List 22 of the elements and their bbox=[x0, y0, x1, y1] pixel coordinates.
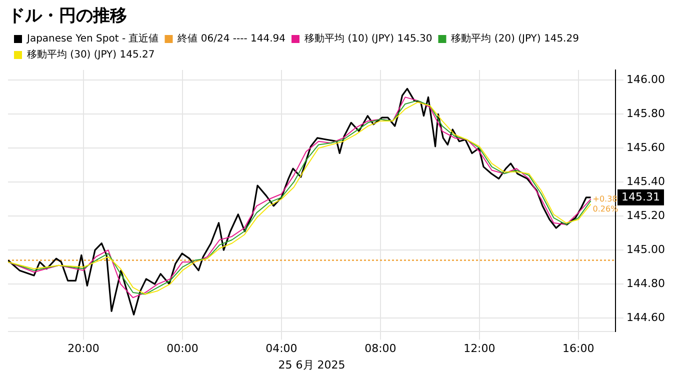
y-tick-label: 145.20 bbox=[626, 208, 666, 222]
text: 145.31 bbox=[622, 190, 660, 204]
x-tick-label: 08:00 bbox=[364, 342, 396, 356]
x-tick-label: 00:00 bbox=[166, 342, 198, 356]
legend-label: Japanese Yen Spot - 直近値 bbox=[26, 32, 159, 45]
x-tick-label: 16:00 bbox=[562, 342, 594, 356]
legend-label: 移動平均 (30) (JPY) 145.27 bbox=[27, 48, 155, 61]
y-tick-label: 145.40 bbox=[626, 174, 666, 188]
y-tick-label: 145.80 bbox=[626, 107, 666, 120]
x-axis-title: 25 6月 2025 bbox=[278, 358, 346, 372]
y-tick-label: 145.60 bbox=[626, 141, 666, 154]
y-tick-label: 145.00 bbox=[626, 242, 666, 256]
x-tick-label: 20:00 bbox=[68, 342, 100, 356]
y-tick-label: 144.80 bbox=[626, 276, 666, 290]
y-tick-label: 146.00 bbox=[626, 73, 666, 86]
legend-label: 移動平均 (10) (JPY) 145.30 bbox=[304, 32, 432, 45]
legend-label: 移動平均 (20) (JPY) 145.29 bbox=[451, 32, 579, 45]
x-tick-label: 04:00 bbox=[266, 342, 298, 356]
y-tick-label: 144.60 bbox=[626, 310, 666, 324]
legend-label: 終値 06/24 ---- 144.94 bbox=[176, 32, 286, 45]
chart-title: ドル・円の推移 bbox=[8, 5, 128, 28]
x-tick-label: 12:00 bbox=[464, 342, 496, 356]
